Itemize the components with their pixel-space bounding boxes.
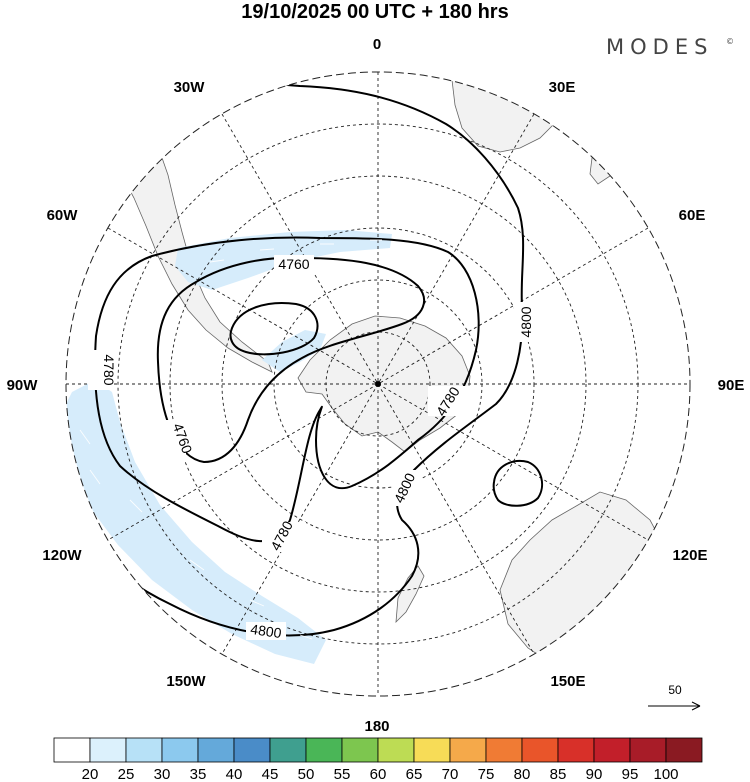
colorbar-swatch — [521, 737, 559, 763]
contour-label: 4800 — [518, 306, 534, 337]
wind-band-southwest — [66, 380, 326, 664]
colorbar-tick-label: 60 — [370, 766, 387, 782]
wind-arrow-group — [79, 239, 382, 640]
colorbar-swatch — [449, 737, 487, 763]
colorbar-swatch — [197, 737, 235, 763]
colorbar-swatch — [593, 737, 631, 763]
colorbar-tick-label: 65 — [406, 766, 423, 782]
colorbar-swatch — [629, 737, 667, 763]
colorbar-tick-label: 100 — [653, 766, 678, 782]
modes-logo: MODES — [606, 35, 713, 59]
colorbar-tick-label: 55 — [334, 766, 351, 782]
colorbar-swatch — [161, 737, 199, 763]
colorbar-tick-label: 20 — [82, 766, 99, 782]
colorbar-tick-label: 80 — [514, 766, 531, 782]
meridian-line — [107, 227, 649, 541]
colorbar-tick-label: 45 — [262, 766, 279, 782]
longitude-labels: 0 30E 60E 90E 120E 150E 180 150W 120W 90… — [7, 36, 745, 735]
colorbar: 20 25 30 35 40 45 50 55 60 65 70 75 80 85 90 95 100 — [53, 737, 703, 782]
contour-label: 4760 — [278, 256, 309, 272]
lon-label-120w: 120W — [42, 547, 82, 564]
colorbar-tick-label: 30 — [154, 766, 171, 782]
contour-4760-outer — [156, 256, 426, 463]
contour-label: 4780 — [101, 354, 117, 385]
lon-label-180: 180 — [364, 718, 389, 735]
colorbar-swatch — [557, 737, 595, 763]
colorbar-tick-label: 25 — [118, 766, 135, 782]
contour-label: 4800 — [249, 621, 282, 641]
colorbar-tick-label: 70 — [442, 766, 459, 782]
colorbar-tick-label: 75 — [478, 766, 495, 782]
reference-vector: 50 — [648, 683, 701, 711]
lon-label-60e: 60E — [679, 207, 706, 224]
meridian-line — [221, 113, 535, 655]
colorbar-swatch — [377, 737, 415, 763]
lon-label-30e: 30E — [549, 79, 576, 96]
reference-vector-label: 50 — [668, 683, 682, 697]
contour-4780-main — [94, 236, 480, 543]
copyright-mark: © — [726, 37, 734, 46]
reference-arrow-head — [691, 701, 701, 711]
colorbar-swatch — [89, 737, 127, 763]
colorbar-swatch — [341, 737, 379, 763]
colorbar-swatch — [125, 737, 163, 763]
south-pole-marker — [375, 381, 381, 387]
colorbar-tick-label: 40 — [226, 766, 243, 782]
colorbar-swatch — [485, 737, 523, 763]
colorbar-swatch — [269, 737, 307, 763]
colorbar-tick-label: 50 — [298, 766, 315, 782]
lon-label-0: 0 — [373, 36, 381, 53]
lon-label-90e: 90E — [718, 377, 745, 394]
colorbar-swatch — [305, 737, 343, 763]
map-boundary — [65, 71, 691, 697]
lon-label-30w: 30W — [174, 79, 206, 96]
chart-title: 19/10/2025 00 UTC + 180 hrs — [241, 1, 508, 23]
contour-4800-closed — [492, 460, 544, 507]
colorbar-swatch — [665, 737, 703, 763]
meridian-line — [221, 113, 535, 655]
lon-label-150w: 150W — [166, 673, 206, 690]
lon-label-60w: 60W — [47, 207, 79, 224]
colorbar-tick-label: 85 — [550, 766, 567, 782]
colorbar-swatch — [53, 737, 91, 763]
wind-band-drake — [262, 330, 326, 372]
wind-vectors — [79, 239, 382, 640]
contour-label-group: 4760 4760 4780 4780 4780 4800 4800 4800 — [88, 255, 536, 641]
map-disc — [66, 72, 690, 696]
colorbar-tick-label: 90 — [586, 766, 603, 782]
colorbar-tick-label: 95 — [622, 766, 639, 782]
lon-label-150e: 150E — [550, 673, 585, 690]
lon-label-90w: 90W — [7, 377, 39, 394]
lon-label-120e: 120E — [672, 547, 707, 564]
colorbar-tick-label: 35 — [190, 766, 207, 782]
colorbar-swatch — [233, 737, 271, 763]
colorbar-swatch — [413, 737, 451, 763]
contour-4760-inner — [229, 302, 319, 356]
new-zealand-land — [395, 565, 425, 624]
